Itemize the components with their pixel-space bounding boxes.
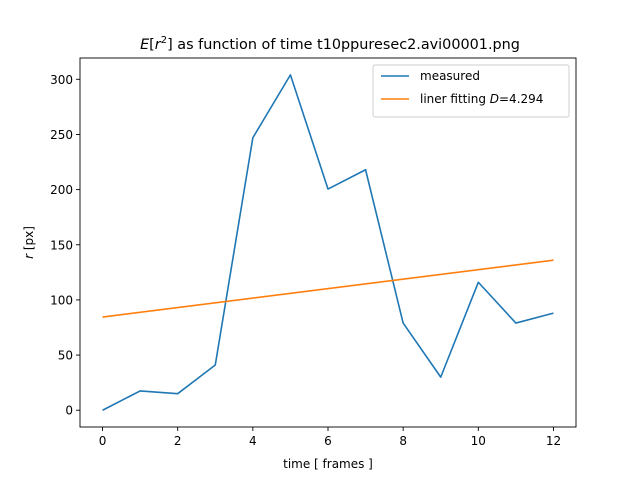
chart-title: E[r2] as function of time t10ppuresec2.a… bbox=[140, 35, 520, 53]
title-var: r bbox=[155, 37, 162, 53]
legend-label-measured: measured bbox=[420, 69, 480, 83]
y-tick-label: 250 bbox=[50, 128, 73, 142]
y-tick-label: 200 bbox=[50, 183, 73, 197]
legend-box bbox=[372, 64, 570, 118]
y-tick-label: 300 bbox=[50, 73, 73, 87]
legend-fit-suffix: =4.294 bbox=[499, 92, 543, 106]
x-tick-label: 4 bbox=[249, 434, 257, 448]
x-tick-label: 12 bbox=[546, 434, 561, 448]
legend-label-linear-fit: liner fitting D=4.294 bbox=[420, 92, 543, 106]
title-rest: as function of time t10ppuresec2.avi0000… bbox=[173, 37, 520, 53]
x-tick-label: 10 bbox=[471, 434, 486, 448]
x-tick-label: 8 bbox=[399, 434, 407, 448]
x-axis-ticks: 0 2 4 6 8 10 12 bbox=[99, 427, 561, 448]
y-axis-label-rest: [px] bbox=[22, 226, 36, 254]
y-axis-ticks: 0 50 100 150 200 250 300 bbox=[50, 73, 80, 418]
legend-fit-prefix: liner fitting bbox=[420, 92, 490, 106]
title-sup: 2 bbox=[161, 35, 167, 46]
y-tick-label: 150 bbox=[50, 238, 73, 252]
legend: measured liner fitting D=4.294 bbox=[372, 64, 570, 118]
legend-fit-var: D bbox=[490, 92, 499, 106]
series-line-measured bbox=[102, 74, 554, 411]
y-axis-label: r [px] bbox=[22, 226, 36, 259]
title-bracket-open: [ bbox=[149, 37, 155, 53]
x-tick-label: 0 bbox=[99, 434, 107, 448]
y-tick-label: 50 bbox=[58, 349, 73, 363]
x-tick-label: 2 bbox=[174, 434, 182, 448]
title-bracket-close: ] bbox=[167, 37, 173, 53]
series-line-linear-fit bbox=[102, 259, 554, 318]
title-prefix: E bbox=[140, 37, 150, 53]
y-tick-label: 100 bbox=[50, 293, 73, 307]
x-tick-label: 6 bbox=[324, 434, 332, 448]
y-tick-label: 0 bbox=[65, 404, 73, 418]
plot-area bbox=[102, 74, 554, 411]
axes-frame bbox=[79, 57, 577, 428]
x-axis-label: time [ frames ] bbox=[283, 457, 373, 471]
y-axis-label-var: r bbox=[22, 253, 36, 259]
